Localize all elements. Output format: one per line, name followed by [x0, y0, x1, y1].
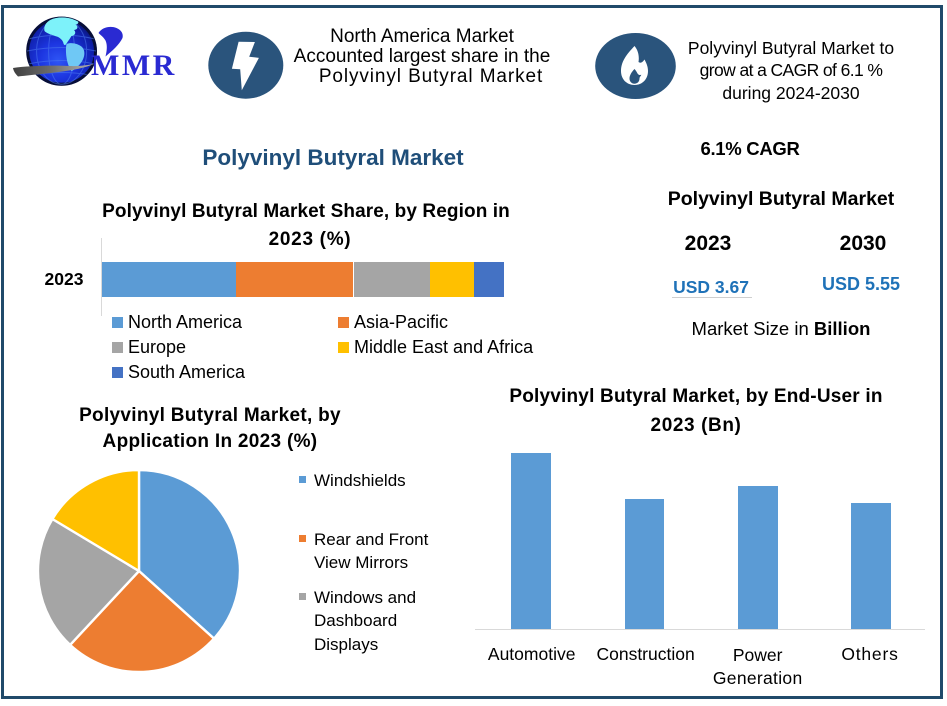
svg-text:MMR: MMR	[91, 49, 177, 82]
